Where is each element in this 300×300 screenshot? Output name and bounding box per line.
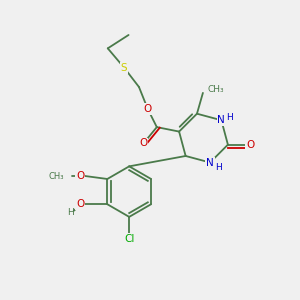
Text: O: O xyxy=(76,199,84,209)
Text: H: H xyxy=(226,113,233,122)
Text: CH₃: CH₃ xyxy=(207,85,224,94)
Text: N: N xyxy=(206,158,214,167)
Text: S: S xyxy=(121,63,128,73)
Text: N: N xyxy=(218,115,225,125)
Text: O: O xyxy=(76,171,84,181)
Text: H: H xyxy=(215,164,222,172)
Text: Cl: Cl xyxy=(124,234,134,244)
Text: O: O xyxy=(246,140,254,150)
Text: O: O xyxy=(144,104,152,114)
Text: CH₃: CH₃ xyxy=(49,172,64,181)
Text: O: O xyxy=(139,139,148,148)
Text: H: H xyxy=(67,208,74,217)
